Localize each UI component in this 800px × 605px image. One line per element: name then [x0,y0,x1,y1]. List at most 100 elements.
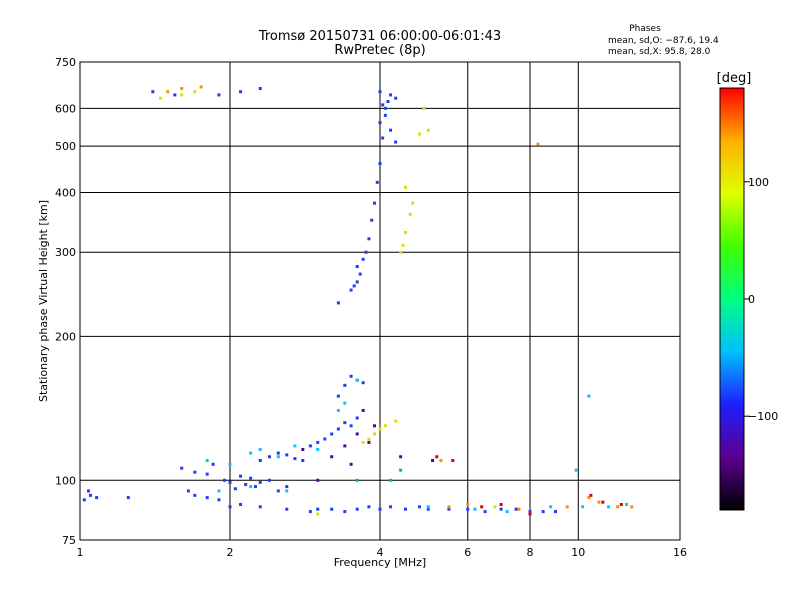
data-point [581,505,585,509]
data-point [514,507,518,511]
data-point [389,128,393,132]
data-point [536,142,540,146]
data-points [82,85,634,516]
phases-line-o: mean, sd,O: −87.6, 19.4 [608,36,719,46]
data-point [355,416,359,420]
data-point [330,507,334,511]
y-tick-label: 100 [55,474,76,487]
data-point [394,140,398,144]
data-point [378,427,382,431]
y-tick-label: 75 [62,534,76,547]
data-point [285,485,289,489]
y-tick-label: 300 [55,246,76,259]
data-point [378,507,382,511]
data-point [276,451,280,455]
data-point [447,505,451,509]
data-point [193,90,197,94]
data-point [607,505,611,509]
data-point [587,394,591,398]
data-point [553,510,557,514]
data-point [301,458,305,462]
data-point [355,432,359,436]
x-tick-label: 4 [377,546,384,559]
data-point [186,489,190,493]
x-tick-label: 8 [527,546,534,559]
data-point [389,93,393,97]
data-point [258,87,262,91]
data-point [249,451,253,455]
data-point [408,212,412,216]
data-point [276,489,280,493]
colorbar-ticks: 100 0 −100 [744,176,778,423]
y-tick-label: 500 [55,140,76,153]
data-point [336,408,340,412]
data-point [630,505,634,509]
data-point [336,394,340,398]
phases-line-x: mean, sd,X: 95.8, 28.0 [608,47,711,57]
data-point [587,496,591,500]
data-point [336,427,340,431]
data-point [180,466,184,470]
data-point [473,507,477,511]
data-point [378,121,382,125]
x-axis-label: Frequency [MHz] [334,556,426,569]
data-point [293,444,297,448]
data-point [466,502,470,506]
data-point [258,458,262,462]
data-point [233,487,237,491]
data-point [355,507,359,511]
data-point [499,507,503,511]
data-point [373,424,377,428]
data-point [378,161,382,165]
colorbar-tick-label: −100 [748,410,778,423]
data-point [528,510,532,514]
data-point [258,505,262,509]
data-point [528,512,532,516]
data-point [597,500,601,504]
data-point [399,455,403,459]
data-point [316,478,320,482]
data-point [205,496,209,500]
data-point [447,507,451,511]
data-point [381,136,385,140]
data-point [439,458,443,462]
data-point [383,106,387,110]
data-point [349,424,353,428]
data-point [517,507,521,511]
data-point [619,502,623,506]
data-point [239,474,243,478]
data-point [267,455,271,459]
data-point [361,440,365,444]
data-point [223,478,227,482]
colorbar-tick-label: 0 [748,293,755,306]
data-point [343,510,347,514]
data-point [293,457,297,461]
data-point [616,505,620,509]
data-point [228,505,232,509]
data-point [417,132,421,136]
y-tick-label: 200 [55,330,76,343]
data-point [258,480,262,484]
x-tick-label: 6 [464,546,471,559]
data-point [285,453,289,457]
data-point [480,505,484,509]
data-point [386,100,390,104]
data-point [426,507,430,511]
data-point [343,421,347,425]
axis-ticks: 1 2 4 6 8 10 16 75 100 200 300 400 500 600 750 [55,56,687,559]
data-point [95,496,99,500]
y-tick-label: 400 [55,186,76,199]
data-point [276,455,280,459]
data-point [349,374,353,378]
data-point [483,510,487,514]
data-point [451,458,455,462]
data-point [86,489,90,493]
x-tick-label: 2 [227,546,234,559]
data-point [249,485,253,489]
data-point [82,498,86,502]
data-point [258,447,262,451]
grid-lines [80,62,680,540]
data-point [349,288,353,292]
data-point [330,455,334,459]
